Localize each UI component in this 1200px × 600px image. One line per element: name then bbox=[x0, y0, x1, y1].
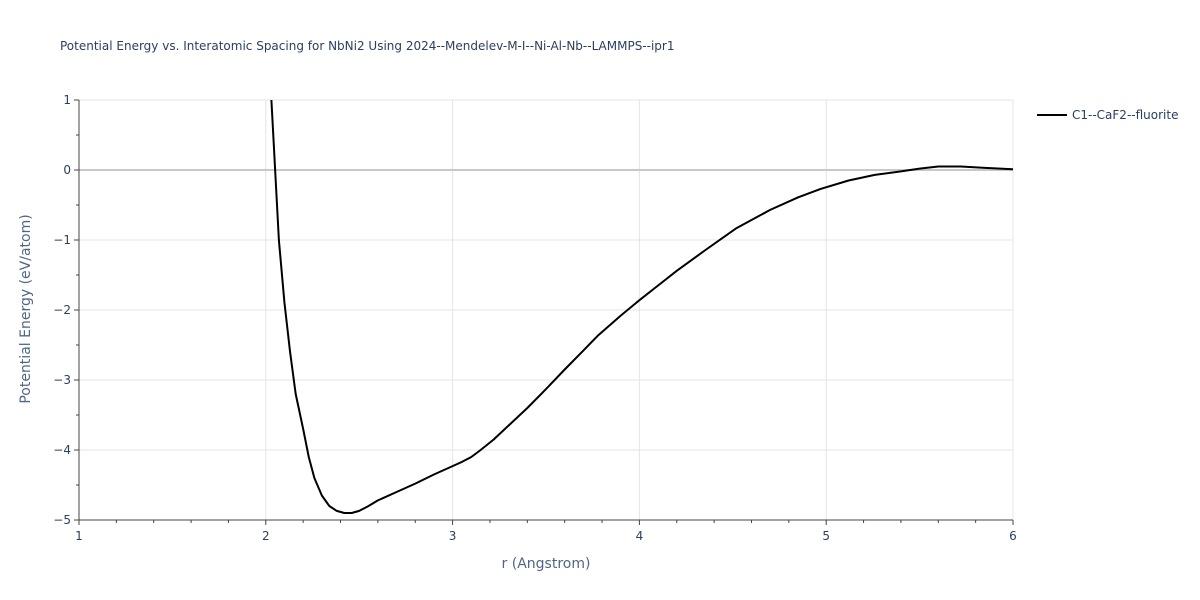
plot-area bbox=[270, 100, 1013, 514]
x-tick-label: 3 bbox=[449, 529, 457, 543]
x-axis-title: r (Angstrom) bbox=[502, 556, 591, 572]
chart-title: Potential Energy vs. Interatomic Spacing… bbox=[60, 39, 675, 53]
series-line bbox=[270, 100, 1013, 514]
legend-label: C1--CaF2--fluorite bbox=[1072, 108, 1178, 122]
x-tick-label: 5 bbox=[822, 529, 830, 543]
legend[interactable]: C1--CaF2--fluorite bbox=[1037, 108, 1178, 122]
y-tick-label: −4 bbox=[53, 443, 71, 457]
x-tick-label: 6 bbox=[1009, 529, 1017, 543]
x-tick-label: 1 bbox=[75, 529, 83, 543]
x-tick-label: 2 bbox=[262, 529, 270, 543]
y-tick-label: −5 bbox=[53, 513, 71, 527]
grid bbox=[79, 99, 1014, 520]
y-tick-label: −1 bbox=[53, 233, 71, 247]
axes: 1 2 3 4 5 6 1 0 −1 −2 −3 −4 −5 bbox=[53, 93, 1017, 543]
y-axis-title: Potential Energy (eV/atom) bbox=[18, 214, 34, 403]
y-tick-label: 0 bbox=[63, 163, 71, 177]
y-tick-label: −3 bbox=[53, 373, 71, 387]
y-tick-label: −2 bbox=[53, 303, 71, 317]
x-tick-label: 4 bbox=[636, 529, 644, 543]
y-tick-label: 1 bbox=[63, 93, 71, 107]
